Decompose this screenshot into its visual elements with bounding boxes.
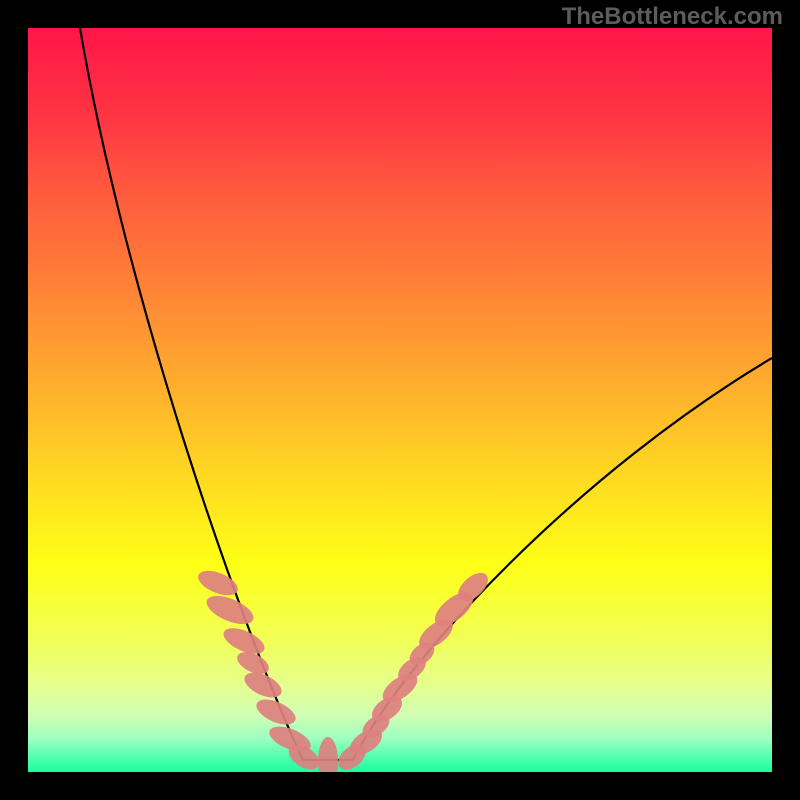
lozenge-marker bbox=[318, 737, 338, 772]
source-watermark: TheBottleneck.com bbox=[562, 3, 783, 31]
lozenge-marker bbox=[203, 590, 258, 630]
bottleneck-curve bbox=[28, 28, 772, 772]
chart-container: { "source_watermark": { "text": "TheBott… bbox=[0, 0, 800, 800]
lozenge-marker bbox=[195, 566, 241, 600]
lozenge-group bbox=[195, 566, 493, 772]
plot-area bbox=[28, 28, 772, 772]
